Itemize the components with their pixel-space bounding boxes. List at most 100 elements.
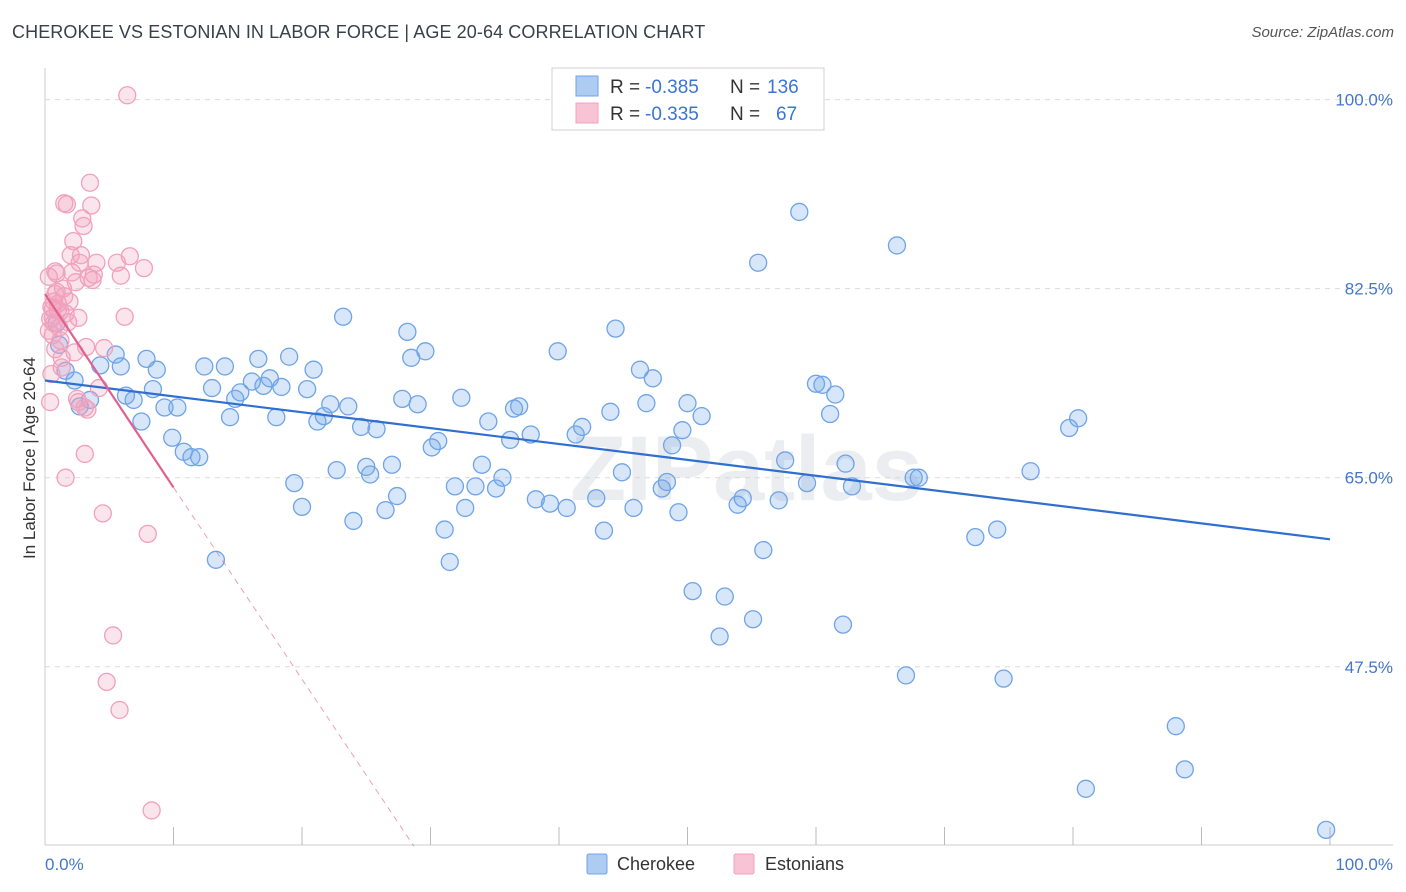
estonians-point [71, 246, 91, 265]
cherokee-point [887, 236, 907, 255]
estonians-point [93, 504, 112, 523]
cherokee-point [749, 253, 768, 272]
cherokee-point [279, 347, 299, 366]
cherokee-point [155, 398, 174, 417]
cherokee-point [321, 395, 340, 414]
bottom-legend-swatch-estonians [733, 853, 755, 875]
cherokee-point [111, 357, 130, 376]
cherokee-point [344, 511, 363, 531]
trend-lines [44, 293, 1331, 847]
cherokee-point [510, 397, 529, 416]
estonians-point [120, 247, 139, 266]
cherokee-point [339, 397, 358, 416]
cherokee-point [630, 360, 650, 379]
legend-r-label-cherokee: R = [610, 77, 640, 98]
legend-r-label-estonians: R = [610, 104, 640, 125]
estonians-point [69, 308, 88, 327]
estonians-point [84, 265, 103, 284]
cherokee-point [124, 390, 143, 410]
cherokee-point [587, 489, 606, 508]
estonians-point [103, 626, 123, 645]
cherokee-point [1068, 409, 1088, 428]
estonians-point [115, 307, 134, 326]
cherokee-point [486, 479, 506, 498]
cherokee-point [896, 666, 916, 685]
cherokee-point [1076, 779, 1095, 798]
cherokee-point [1021, 462, 1040, 481]
cherokee-point [678, 394, 697, 413]
bottom-legend: Cherokee Estonians [586, 853, 844, 875]
cherokee-point [215, 357, 235, 376]
cherokee-point [904, 468, 923, 487]
legend-swatch-estonians [575, 102, 599, 124]
cherokee-point [493, 468, 512, 487]
estonians-point [111, 266, 130, 285]
axes [44, 68, 1393, 846]
cherokee-point [606, 319, 625, 338]
y-tick-label: 100.0% [1335, 91, 1393, 110]
source-label: Source: ZipAtlas.com [1251, 24, 1394, 41]
cherokee-point [456, 498, 475, 518]
cherokee-point [242, 372, 262, 391]
estonians-point [75, 444, 94, 464]
cherokee-point [416, 342, 435, 361]
cherokee-point [220, 408, 240, 427]
cherokee-point [267, 408, 286, 427]
y-axis-label: In Labor Force | Age 20-64 [20, 357, 39, 559]
cherokee-point [376, 500, 395, 520]
cherokee-point [472, 455, 492, 474]
x-tick-label-min: 0.0% [45, 855, 84, 874]
legend-n-label-cherokee: N = [730, 77, 760, 98]
estonians-point [40, 392, 60, 412]
cherokee-point [754, 540, 773, 560]
cherokee-point [1316, 820, 1336, 840]
chart-title: CHEROKEE VS ESTONIAN IN LABOR FORCE | AG… [12, 22, 706, 42]
estonians-point [110, 700, 129, 720]
cherokee-point [168, 398, 187, 417]
cherokee-point [1175, 760, 1194, 779]
cherokee-point [435, 520, 454, 539]
estonians-trend-line [44, 293, 175, 489]
bottom-legend-cherokee: Cherokee [617, 854, 695, 874]
cherokee-point [988, 520, 1007, 539]
cherokee-point [657, 472, 677, 492]
estonians-point [94, 338, 114, 358]
cherokee-point [382, 455, 402, 474]
cherokee-point [333, 307, 353, 326]
grid [45, 99, 1393, 668]
cherokee-point [195, 357, 214, 376]
y-tick-label: 47.5% [1345, 658, 1393, 677]
cherokee-point [813, 375, 832, 394]
cherokee-point [624, 498, 643, 518]
cherokee-point [249, 349, 268, 369]
cherokee-point [526, 490, 546, 509]
cherokee-point [572, 417, 592, 437]
cherokee-point [297, 379, 317, 399]
estonians-point [79, 268, 98, 288]
cherokee-point [440, 552, 459, 572]
estonians-point [138, 524, 157, 544]
estonians-point [97, 672, 116, 692]
estonians-point [73, 209, 92, 228]
estonians-point [64, 231, 83, 251]
cherokee-point [285, 473, 304, 493]
cherokee-point [715, 587, 734, 606]
legend-r-cherokee: -0.385 [645, 77, 699, 98]
bottom-legend-swatch-cherokee [586, 853, 608, 875]
cherokee-point [669, 503, 688, 522]
cherokee-point [106, 345, 125, 364]
cherokee-point [548, 342, 567, 361]
cherokee-point [836, 454, 855, 473]
y-tick-label: 82.5% [1345, 280, 1393, 299]
estonians-point [134, 258, 154, 278]
cherokee-point [163, 428, 182, 447]
estonians-point [46, 262, 65, 281]
y-tick-labels: 47.5% 65.0% 82.5% 100.0% [1335, 91, 1393, 677]
estonians-point [87, 253, 106, 272]
cherokee-point [292, 497, 312, 517]
estonians-point [69, 392, 88, 412]
cherokee-point [182, 448, 201, 467]
bottom-legend-estonians: Estonians [765, 854, 844, 874]
cherokee-point [91, 356, 110, 375]
